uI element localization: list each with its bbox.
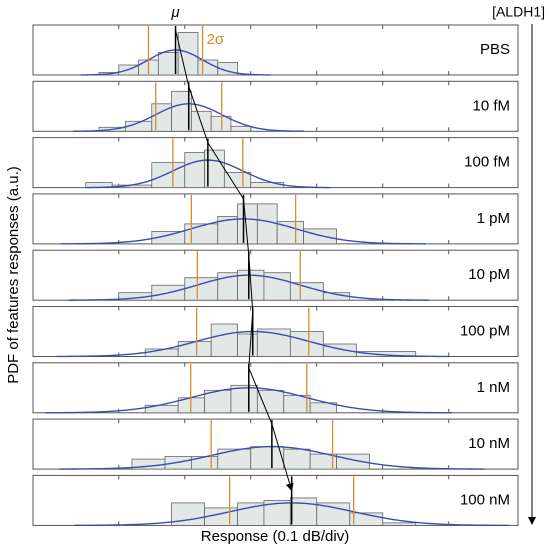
- histogram-bar: [303, 228, 337, 245]
- histogram-bar: [289, 282, 324, 301]
- panel-label: 1 pM: [477, 210, 510, 227]
- panel: 1 pM: [32, 193, 519, 245]
- x-axis-label: Response (0.1 dB/div): [201, 528, 349, 545]
- panel-label: 100 fM: [464, 154, 510, 171]
- panel-label: 100 pM: [460, 322, 510, 339]
- histogram-bar: [151, 162, 186, 189]
- histogram-bar: [382, 522, 417, 526]
- histogram-bar: [217, 448, 252, 470]
- histogram-bar: [177, 341, 212, 357]
- panel-frame: [32, 137, 519, 189]
- panel-label: 100 nM: [460, 491, 510, 508]
- histogram-bar: [283, 448, 311, 470]
- panel-frame: [32, 24, 519, 76]
- histogram-bar: [237, 333, 258, 357]
- panel: 100 pM: [32, 306, 519, 358]
- histogram-bar: [210, 323, 238, 357]
- panel: 100 nM: [32, 474, 519, 527]
- panel-label: 10 fM: [472, 97, 510, 114]
- panel-label: 10 nM: [468, 435, 510, 452]
- panel-label: 10 pM: [468, 266, 510, 283]
- histogram-bar: [309, 402, 337, 414]
- y-axis-label: PDF of features responses (a.u.): [5, 166, 22, 384]
- histogram-bar: [184, 223, 219, 245]
- histogram-bar: [250, 182, 285, 189]
- panel-frame: [32, 80, 519, 132]
- sigma-symbol: 2σ: [207, 31, 225, 48]
- histogram-bar: [230, 384, 258, 414]
- panel: 10 pM: [32, 249, 519, 301]
- histogram-bar: [184, 152, 205, 189]
- panel-label: 1 nM: [477, 379, 510, 396]
- panel: 1 nM: [32, 362, 519, 414]
- panel: 10 fM: [32, 80, 519, 132]
- histogram-bar: [316, 502, 351, 526]
- histogram-bar: [230, 125, 252, 132]
- histogram-bar: [355, 351, 417, 357]
- mean-symbol: μ: [170, 4, 179, 21]
- histogram-bar: [210, 115, 232, 132]
- histogram-bar: [190, 110, 212, 132]
- histogram-bar: [250, 446, 285, 470]
- panel-label: PBS: [480, 41, 510, 58]
- panel: PBS: [32, 24, 519, 76]
- histogram-bar: [223, 172, 252, 189]
- histogram-bar: [256, 203, 278, 245]
- histogram-bar: [256, 389, 285, 414]
- histogram-bar: [289, 497, 318, 526]
- shift-arrow: [175, 29, 294, 492]
- legend-title: [ALDH1]: [492, 4, 545, 20]
- panel: 100 fM: [32, 137, 519, 189]
- panel: 10 nM: [32, 418, 519, 470]
